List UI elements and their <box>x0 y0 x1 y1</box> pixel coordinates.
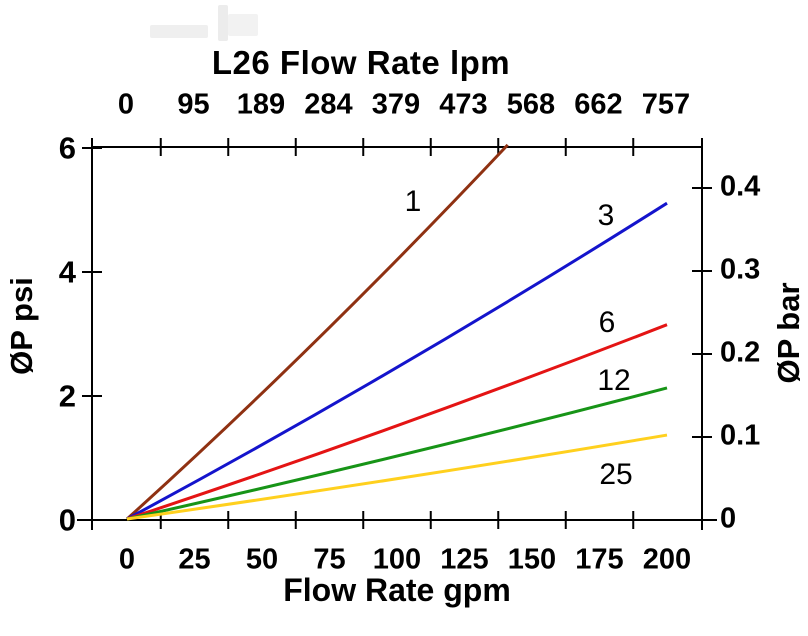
y-axis-title-psi: ØP psi <box>4 277 39 375</box>
x-axis-title: Flow Rate gpm <box>283 572 511 608</box>
top-tick-473: 473 <box>439 88 488 121</box>
left-tick-4: 4 <box>58 254 76 290</box>
bottom-tick-200: 200 <box>642 543 692 576</box>
bottom-tick-125: 125 <box>440 543 489 576</box>
series-line-1 <box>125 143 509 521</box>
series-line-12 <box>126 386 668 521</box>
right-tick-0.4: 0.4 <box>720 170 761 203</box>
series-line-25 <box>126 433 668 521</box>
series-label-12: 12 <box>597 364 631 397</box>
series-label-1: 1 <box>404 185 422 218</box>
top-tick-379: 379 <box>371 88 421 121</box>
ghost-artifact <box>218 5 228 41</box>
ghost-artifact <box>228 14 258 36</box>
left-tick-0: 0 <box>58 502 76 538</box>
bottom-tick-0: 0 <box>118 543 136 576</box>
series-label-6: 6 <box>598 306 616 339</box>
series-label-25: 25 <box>599 458 633 491</box>
series-line-3 <box>126 201 668 521</box>
right-tick-0.2: 0.2 <box>720 336 761 369</box>
series-label-3: 3 <box>597 199 615 232</box>
bottom-tick-50: 50 <box>245 543 279 576</box>
left-tick-6: 6 <box>58 130 76 166</box>
ghost-artifact <box>150 25 208 38</box>
bottom-tick-75: 75 <box>313 543 346 576</box>
top-tick-284: 284 <box>304 88 353 121</box>
series-line-6 <box>126 323 668 521</box>
top-tick-662: 662 <box>574 88 623 121</box>
chart-title: L26 Flow Rate lpm <box>211 44 511 81</box>
right-tick-0.3: 0.3 <box>720 253 761 286</box>
top-tick-95: 95 <box>177 88 210 121</box>
bottom-tick-25: 25 <box>178 543 211 576</box>
right-tick-0.1: 0.1 <box>720 419 761 452</box>
bottom-tick-175: 175 <box>575 543 624 576</box>
left-tick-2: 2 <box>58 378 76 414</box>
right-tick-0: 0 <box>720 502 737 535</box>
top-tick-757: 757 <box>641 88 691 121</box>
bottom-tick-150: 150 <box>507 543 557 576</box>
bottom-tick-100: 100 <box>372 543 422 576</box>
top-tick-189: 189 <box>236 88 286 121</box>
top-tick-0: 0 <box>117 88 135 121</box>
y-axis-title-bar: ØP bar <box>771 282 806 384</box>
top-tick-568: 568 <box>506 88 556 121</box>
